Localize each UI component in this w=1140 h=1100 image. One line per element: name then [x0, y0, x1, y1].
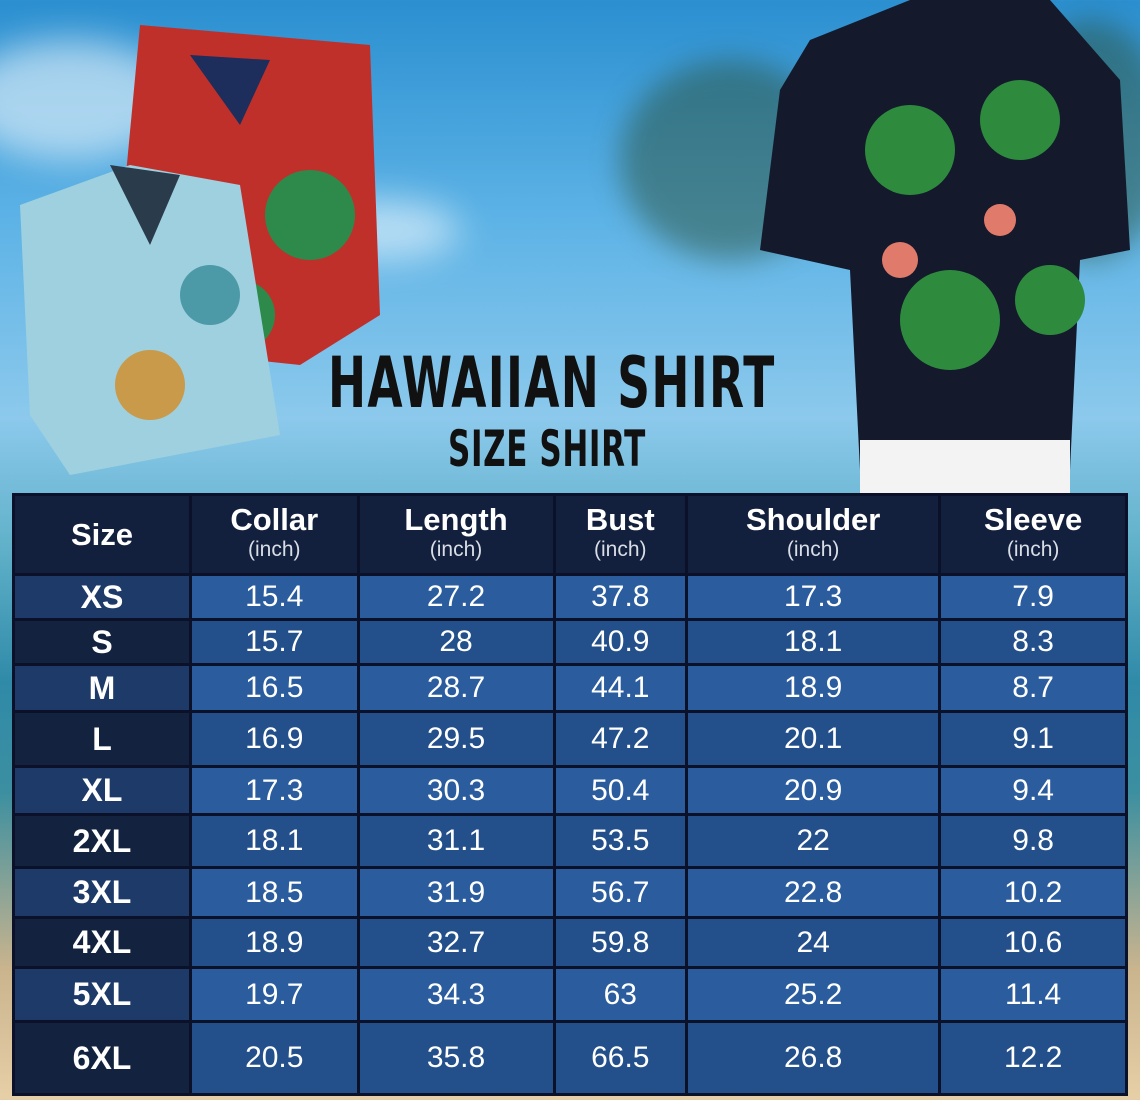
measurement-cell: 17.3 [685, 573, 942, 621]
column-header-sleeve: Sleeve (inch) [938, 493, 1128, 576]
measurement-cell: 22.8 [685, 866, 942, 919]
column-header-length: Length (inch) [356, 493, 556, 576]
measurement-cell: 22 [685, 813, 942, 869]
measurement-cell: 66.5 [552, 1020, 689, 1096]
size-cell: XL [12, 765, 192, 816]
measurement-cell: 53.5 [552, 813, 689, 869]
measurement-cell: 16.5 [189, 663, 360, 713]
measurement-cell: 11.4 [938, 966, 1128, 1023]
measurement-cell: 37.8 [552, 573, 689, 621]
table-row: 2XL 18.1 31.1 53.5 22 9.8 [12, 813, 1128, 869]
measurement-cell: 40.9 [552, 618, 689, 666]
folded-shirts-image [20, 25, 380, 475]
column-header-label: Size [70, 516, 134, 552]
measurement-cell: 32.7 [356, 916, 556, 969]
measurement-cell: 9.8 [938, 813, 1128, 869]
column-header-collar: Collar (inch) [189, 493, 360, 576]
column-header-shoulder: Shoulder (inch) [685, 493, 942, 576]
measurement-cell: 8.7 [938, 663, 1128, 713]
table-row: L 16.9 29.5 47.2 20.1 9.1 [12, 710, 1128, 768]
measurement-cell: 16.9 [189, 710, 360, 768]
measurement-cell: 17.3 [189, 765, 360, 816]
measurement-cell: 30.3 [356, 765, 556, 816]
table-header-row: Size Collar (inch) Length (inch) Bust (inch) Sh… [12, 493, 1128, 576]
measurement-cell: 9.4 [938, 765, 1128, 816]
measurement-cell: 19.7 [189, 966, 360, 1023]
table-row: 6XL 20.5 35.8 66.5 26.8 12.2 [12, 1020, 1128, 1096]
measurement-cell: 59.8 [552, 916, 689, 969]
column-header-label: Length [404, 501, 508, 537]
table-row: XS 15.4 27.2 37.8 17.3 7.9 [12, 573, 1128, 621]
measurement-cell: 31.9 [356, 866, 556, 919]
column-header-unit: (inch) [594, 537, 647, 561]
measurement-cell: 28 [356, 618, 556, 666]
measurement-cell: 8.3 [938, 618, 1128, 666]
size-cell: S [12, 618, 192, 666]
column-header-unit: (inch) [429, 537, 483, 561]
size-cell: M [12, 663, 192, 713]
measurement-cell: 26.8 [685, 1020, 942, 1096]
column-header-unit: (inch) [248, 537, 301, 561]
column-header-label: Sleeve [984, 501, 1083, 537]
measurement-cell: 34.3 [356, 966, 556, 1023]
measurement-cell: 20.5 [189, 1020, 360, 1096]
column-header-label: Bust [585, 501, 655, 537]
measurement-cell: 56.7 [552, 866, 689, 919]
table-row: 4XL 18.9 32.7 59.8 24 10.6 [12, 916, 1128, 969]
page-subtitle: SIZE SHIRT [448, 420, 646, 478]
model-shirt-image [760, 0, 1130, 495]
measurement-cell: 20.1 [685, 710, 942, 768]
size-cell: L [12, 710, 192, 768]
size-cell: 5XL [12, 966, 192, 1023]
column-header-bust: Bust (inch) [552, 493, 689, 576]
measurement-cell: 24 [685, 916, 942, 969]
measurement-cell: 15.7 [189, 618, 360, 666]
size-cell: 4XL [12, 916, 192, 969]
measurement-cell: 28.7 [356, 663, 556, 713]
measurement-cell: 18.9 [189, 916, 360, 969]
measurement-cell: 7.9 [938, 573, 1128, 621]
measurement-cell: 18.5 [189, 866, 360, 919]
measurement-cell: 18.9 [685, 663, 942, 713]
measurement-cell: 15.4 [189, 573, 360, 621]
size-chart-table: Size Collar (inch) Length (inch) Bust (inch) Sh… [12, 493, 1128, 1096]
measurement-cell: 25.2 [685, 966, 942, 1023]
measurement-cell: 50.4 [552, 765, 689, 816]
column-header-unit: (inch) [1006, 537, 1060, 561]
page-title: HAWAIIAN SHIRT [328, 342, 776, 424]
measurement-cell: 35.8 [356, 1020, 556, 1096]
column-header-label: Collar [230, 501, 319, 537]
measurement-cell: 9.1 [938, 710, 1128, 768]
column-header-size: Size [12, 493, 192, 576]
table-row: 5XL 19.7 34.3 63 25.2 11.4 [12, 966, 1128, 1023]
size-cell: 3XL [12, 866, 192, 919]
size-cell: XS [12, 573, 192, 621]
measurement-cell: 20.9 [685, 765, 942, 816]
table-row: XL 17.3 30.3 50.4 20.9 9.4 [12, 765, 1128, 816]
table-row: S 15.7 28 40.9 18.1 8.3 [12, 618, 1128, 666]
measurement-cell: 18.1 [685, 618, 942, 666]
measurement-cell: 10.2 [938, 866, 1128, 919]
measurement-cell: 10.6 [938, 916, 1128, 969]
measurement-cell: 27.2 [356, 573, 556, 621]
measurement-cell: 44.1 [552, 663, 689, 713]
column-header-unit: (inch) [786, 537, 840, 561]
measurement-cell: 63 [552, 966, 689, 1023]
column-header-label: Shoulder [745, 501, 881, 537]
table-row: 3XL 18.5 31.9 56.7 22.8 10.2 [12, 866, 1128, 919]
measurement-cell: 18.1 [189, 813, 360, 869]
measurement-cell: 12.2 [938, 1020, 1128, 1096]
measurement-cell: 29.5 [356, 710, 556, 768]
measurement-cell: 31.1 [356, 813, 556, 869]
table-row: M 16.5 28.7 44.1 18.9 8.7 [12, 663, 1128, 713]
measurement-cell: 47.2 [552, 710, 689, 768]
size-cell: 2XL [12, 813, 192, 869]
blue-shirt [20, 165, 280, 475]
size-cell: 6XL [12, 1020, 192, 1096]
